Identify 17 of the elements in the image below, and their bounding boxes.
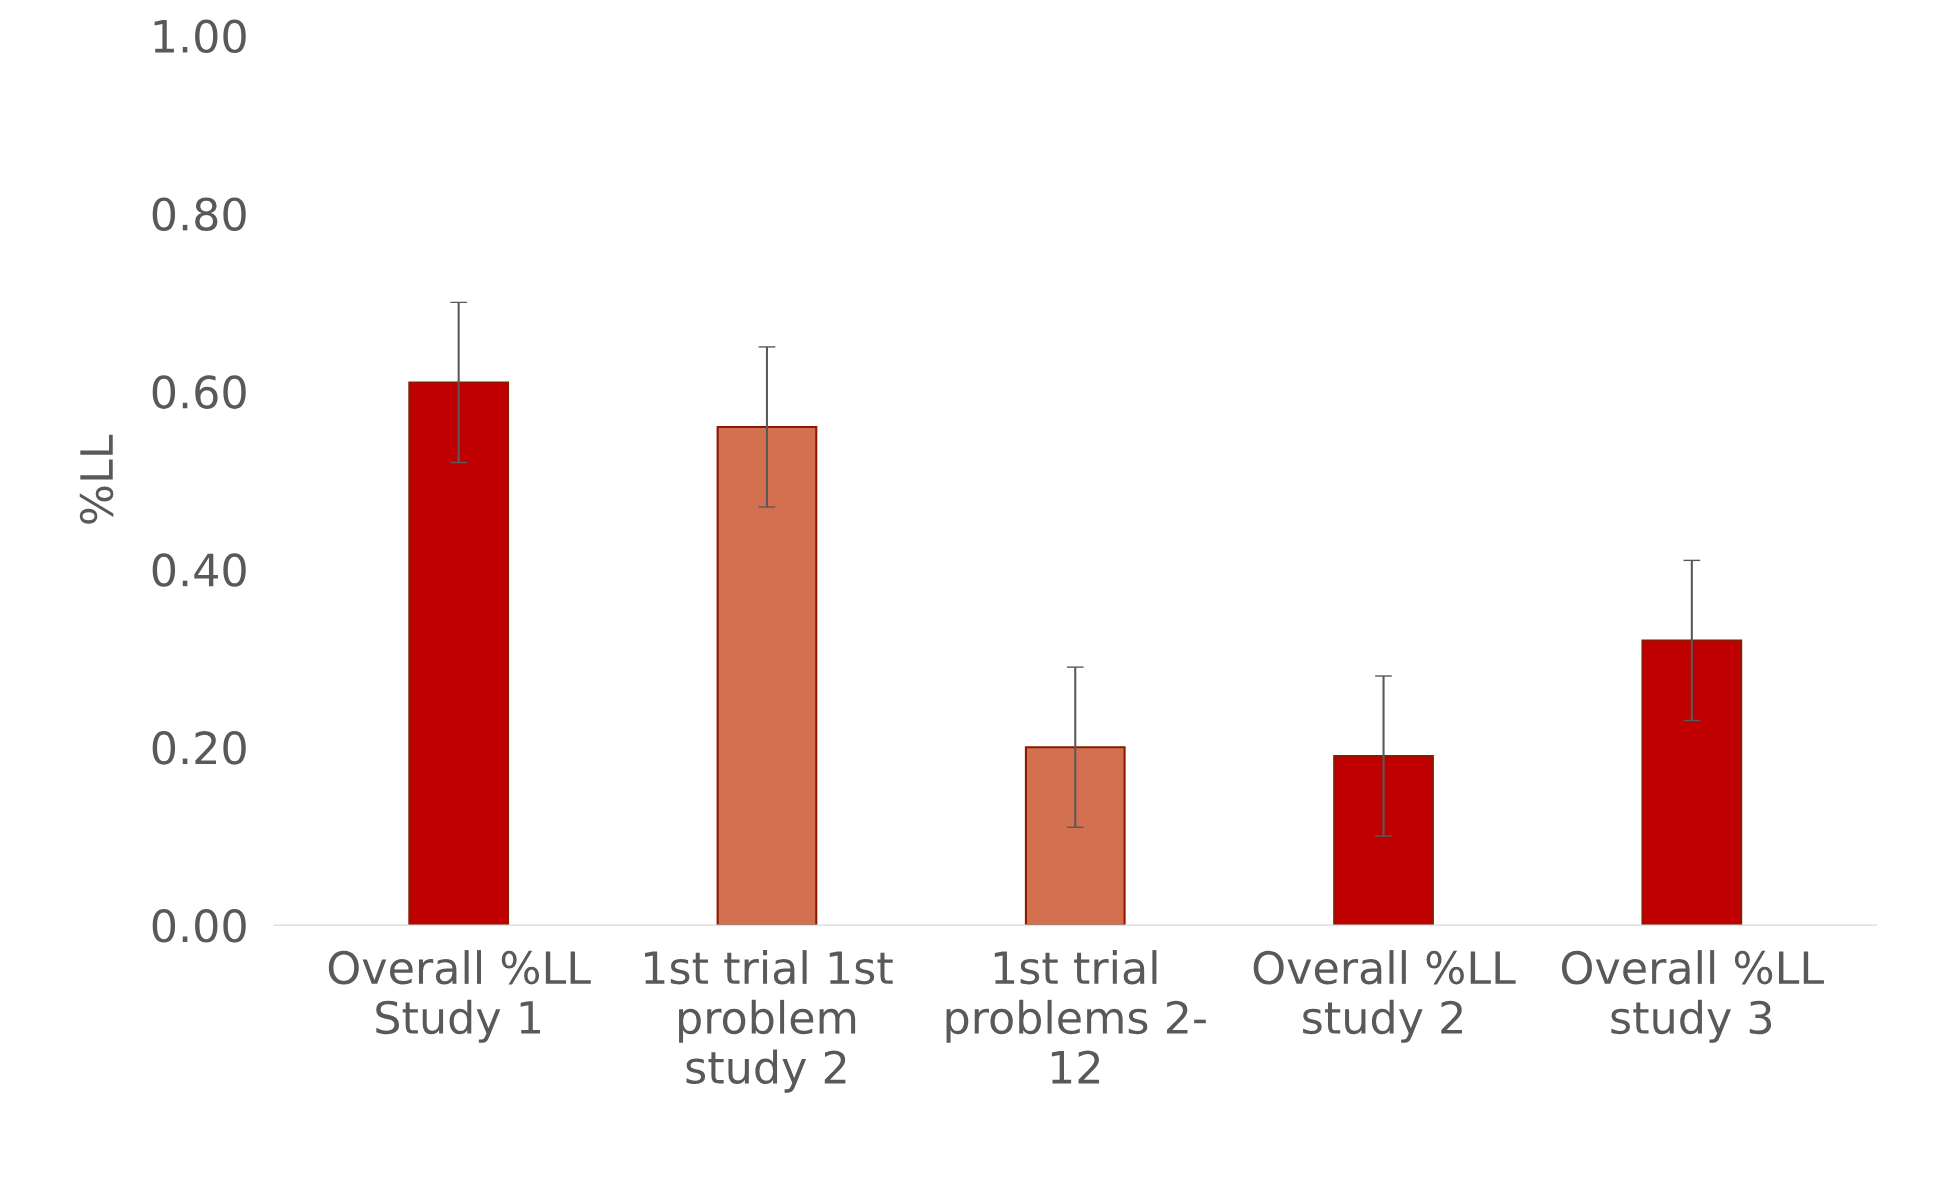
- x-tick-label: Overall %LL Study 1: [328, 950, 591, 1043]
- y-tick-label: 0.60: [152, 375, 246, 409]
- y-tick-label: 0.40: [152, 553, 246, 587]
- bar: [716, 425, 818, 926]
- bar: [1333, 755, 1434, 926]
- y-axis-title: %LL: [79, 434, 114, 524]
- y-tick-label: 0.80: [152, 197, 246, 231]
- y-tick-label: 0.20: [152, 731, 246, 765]
- x-tick-label: 1st trial problems 2- 12: [946, 950, 1206, 1084]
- bar: [1024, 746, 1126, 926]
- bar: [1641, 639, 1743, 926]
- x-tick-label: Overall %LL study 2: [1253, 950, 1516, 1043]
- y-tick-label: 0.00: [152, 908, 246, 943]
- bar: [408, 381, 510, 926]
- y-tick-label: 1.00: [154, 19, 246, 54]
- x-tick-label: 1st trial 1st problem study 2: [645, 950, 893, 1093]
- x-tick-label: Overall %LL study 3: [1561, 950, 1824, 1043]
